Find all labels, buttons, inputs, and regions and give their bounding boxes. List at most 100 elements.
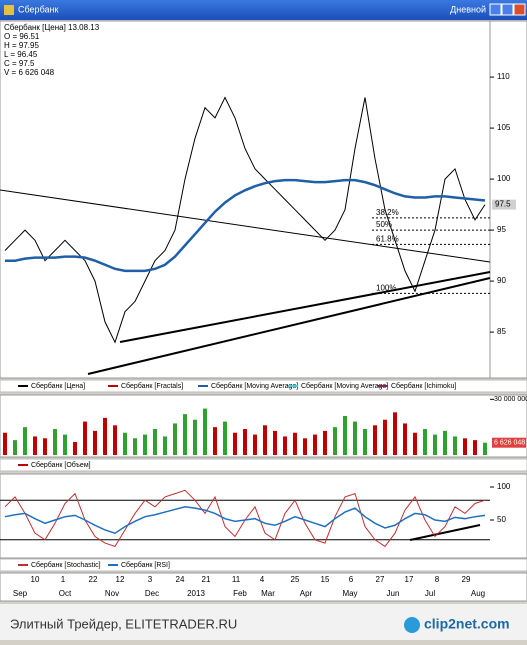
volume-bar (103, 417, 107, 455)
y-tick-label: 30 000 000 (494, 396, 527, 403)
volume-bar (273, 430, 277, 455)
timeframe[interactable]: Дневной (450, 4, 486, 14)
volume-bar (223, 421, 227, 455)
volume-bar (373, 425, 377, 455)
day-label: 10 (31, 575, 40, 584)
volume-bar (193, 419, 197, 455)
day-label: 21 (202, 575, 211, 584)
month-label: Feb (233, 589, 247, 598)
month-label: Jun (387, 589, 400, 598)
legend-label: Сбербанк [Ichimoku] (391, 382, 456, 390)
day-label: 6 (349, 575, 354, 584)
day-label: 4 (260, 575, 265, 584)
trend-line (0, 189, 491, 263)
y-tick-label: 95 (497, 225, 506, 234)
volume-bar (53, 429, 57, 455)
month-label: 2013 (187, 589, 205, 598)
minimize-button[interactable] (489, 3, 502, 16)
volume-bar (483, 442, 487, 455)
date-axis (0, 572, 527, 602)
volume-bar (123, 432, 127, 455)
day-label: 12 (116, 575, 125, 584)
legend-label: Сбербанк [Объем] (31, 461, 91, 469)
volume-bar (413, 432, 417, 455)
y-tick-label: 105 (497, 123, 511, 132)
month-label: Nov (105, 589, 119, 598)
volume-bar (63, 434, 67, 455)
legend-label: Сбербанк [Moving Average] (211, 382, 298, 390)
volume-bar (143, 434, 147, 455)
title-bar (0, 0, 527, 20)
app-icon (4, 5, 14, 15)
price-legend (0, 379, 527, 393)
maximize-button[interactable] (501, 3, 514, 16)
y-tick-label: 90 (497, 276, 506, 285)
trend-line (87, 277, 491, 375)
fib-label: 100% (376, 283, 396, 292)
moving-average (5, 178, 486, 273)
close-button[interactable] (513, 3, 526, 16)
last-price-label: 97.5 (495, 200, 511, 209)
volume-bar (363, 429, 367, 455)
volume-bar (213, 427, 217, 455)
volume-bar (3, 432, 7, 455)
trend-line (119, 271, 491, 343)
legend-label: Сбербанк [Stochastic] (31, 561, 101, 569)
day-label: 8 (435, 575, 440, 584)
volume-bar (453, 436, 457, 455)
volume-bar (173, 423, 177, 455)
volume-bar (283, 436, 287, 455)
month-label: Dec (145, 589, 159, 598)
info-line: L = 96.45 (4, 50, 38, 59)
volume-bar (353, 421, 357, 455)
day-label: 1 (61, 575, 66, 584)
day-label: 27 (376, 575, 385, 584)
volume-bar (383, 419, 387, 455)
volume-bar (43, 438, 47, 455)
volume-bar (293, 432, 297, 455)
legend-label: Сбербанк [Moving Average] (301, 382, 388, 390)
day-label: 3 (148, 575, 153, 584)
legend-label: Сбербанк [Fractals] (121, 382, 183, 390)
volume-bar (183, 414, 187, 455)
volume-bar (153, 429, 157, 455)
footer-text: Элитный Трейдер, ELITETRADER.RU (10, 616, 237, 631)
day-label: 11 (232, 575, 241, 584)
volume-bar (93, 430, 97, 455)
volume-bar (203, 408, 207, 455)
volume-bar (433, 434, 437, 455)
volume-bar (323, 430, 327, 455)
day-label: 17 (405, 575, 414, 584)
volume-bar (343, 416, 347, 455)
month-label: Apr (300, 589, 313, 598)
rsi-line (4, 506, 486, 535)
day-label: 25 (291, 575, 300, 584)
volume-bar (233, 432, 237, 455)
volume-bar (473, 440, 477, 455)
volume-bar (403, 423, 407, 455)
brand[interactable]: clip2net.com (424, 616, 510, 632)
info-line: C = 97.5 (4, 59, 35, 68)
y-tick-label: 50 (497, 515, 506, 524)
volume-bar (393, 412, 397, 455)
last-volume-box (492, 437, 526, 448)
fib-label: 50% (376, 220, 392, 229)
volume-bar (83, 421, 87, 455)
volume-bar (443, 430, 447, 455)
oscillator-panel (0, 473, 527, 559)
last-volume-label: 6 626 048 (494, 440, 525, 447)
y-tick-label: 110 (497, 72, 510, 81)
fib-label: 61.8% (376, 234, 399, 243)
day-label: 15 (321, 575, 330, 584)
oscillator-legend (0, 558, 527, 572)
price-panel (0, 20, 527, 379)
day-label: 29 (462, 575, 471, 584)
volume-bar (33, 436, 37, 455)
brand-logo (404, 617, 420, 633)
legend-label: Сбербанк [Цена] (31, 382, 85, 390)
volume-bar (243, 429, 247, 455)
month-label: Jul (425, 589, 435, 598)
volume-legend (0, 458, 527, 472)
